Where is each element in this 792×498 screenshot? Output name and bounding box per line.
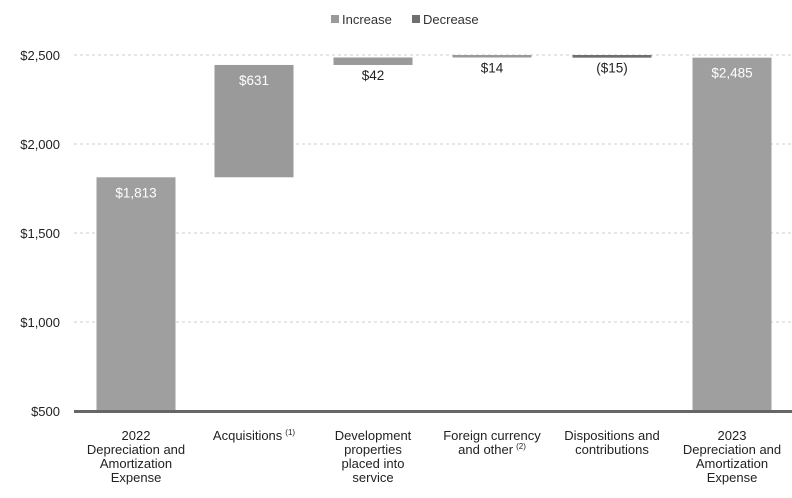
y-tick-label: $2,500 bbox=[20, 48, 60, 63]
category-label: 2022 Depreciation and Amortization Expense bbox=[87, 428, 185, 485]
legend-swatch-decrease bbox=[412, 15, 420, 23]
category-label: 2023 Depreciation and Amortization Expense bbox=[683, 428, 781, 485]
y-axis-tick-labels: $500 $1,000 $1,500 $2,000 $2,500 bbox=[20, 48, 60, 419]
category-labels: 2022 Depreciation and Amortization Expense A… bbox=[87, 428, 781, 485]
category-label: Foreign currency and other (2) bbox=[443, 428, 541, 457]
bar-increase bbox=[214, 64, 294, 178]
bar-value-label: ($15) bbox=[596, 61, 628, 76]
y-tick-label: $1,500 bbox=[20, 226, 60, 241]
bar-value-label: $14 bbox=[481, 61, 504, 76]
legend-label-increase: Increase bbox=[342, 12, 392, 27]
bar-value-label: $631 bbox=[239, 73, 269, 88]
category-label: Development properties placed into service bbox=[335, 428, 412, 485]
bar-decrease bbox=[572, 55, 652, 58]
category-label: Acquisitions (1) bbox=[213, 428, 295, 443]
bar-value-label: $42 bbox=[362, 68, 385, 83]
bar-value-label: $2,485 bbox=[711, 66, 752, 81]
category-label: Dispositions and contributions bbox=[564, 428, 659, 457]
gridlines bbox=[74, 54, 792, 323]
legend: Increase Decrease bbox=[331, 12, 479, 27]
y-tick-label: $500 bbox=[31, 404, 60, 419]
bar-value-label: $1,813 bbox=[115, 185, 156, 200]
legend-swatch-increase bbox=[331, 15, 339, 23]
bar-total bbox=[96, 177, 176, 411]
legend-label-decrease: Decrease bbox=[423, 12, 479, 27]
bar-value-labels: $1,813 $631 $42 $14 ($15) $2,485 bbox=[115, 61, 752, 201]
bars bbox=[96, 55, 772, 412]
bar-total bbox=[692, 57, 772, 412]
y-tick-label: $2,000 bbox=[20, 137, 60, 152]
y-tick-label: $1,000 bbox=[20, 315, 60, 330]
bar-increase bbox=[452, 55, 532, 58]
bar-increase bbox=[333, 57, 413, 65]
